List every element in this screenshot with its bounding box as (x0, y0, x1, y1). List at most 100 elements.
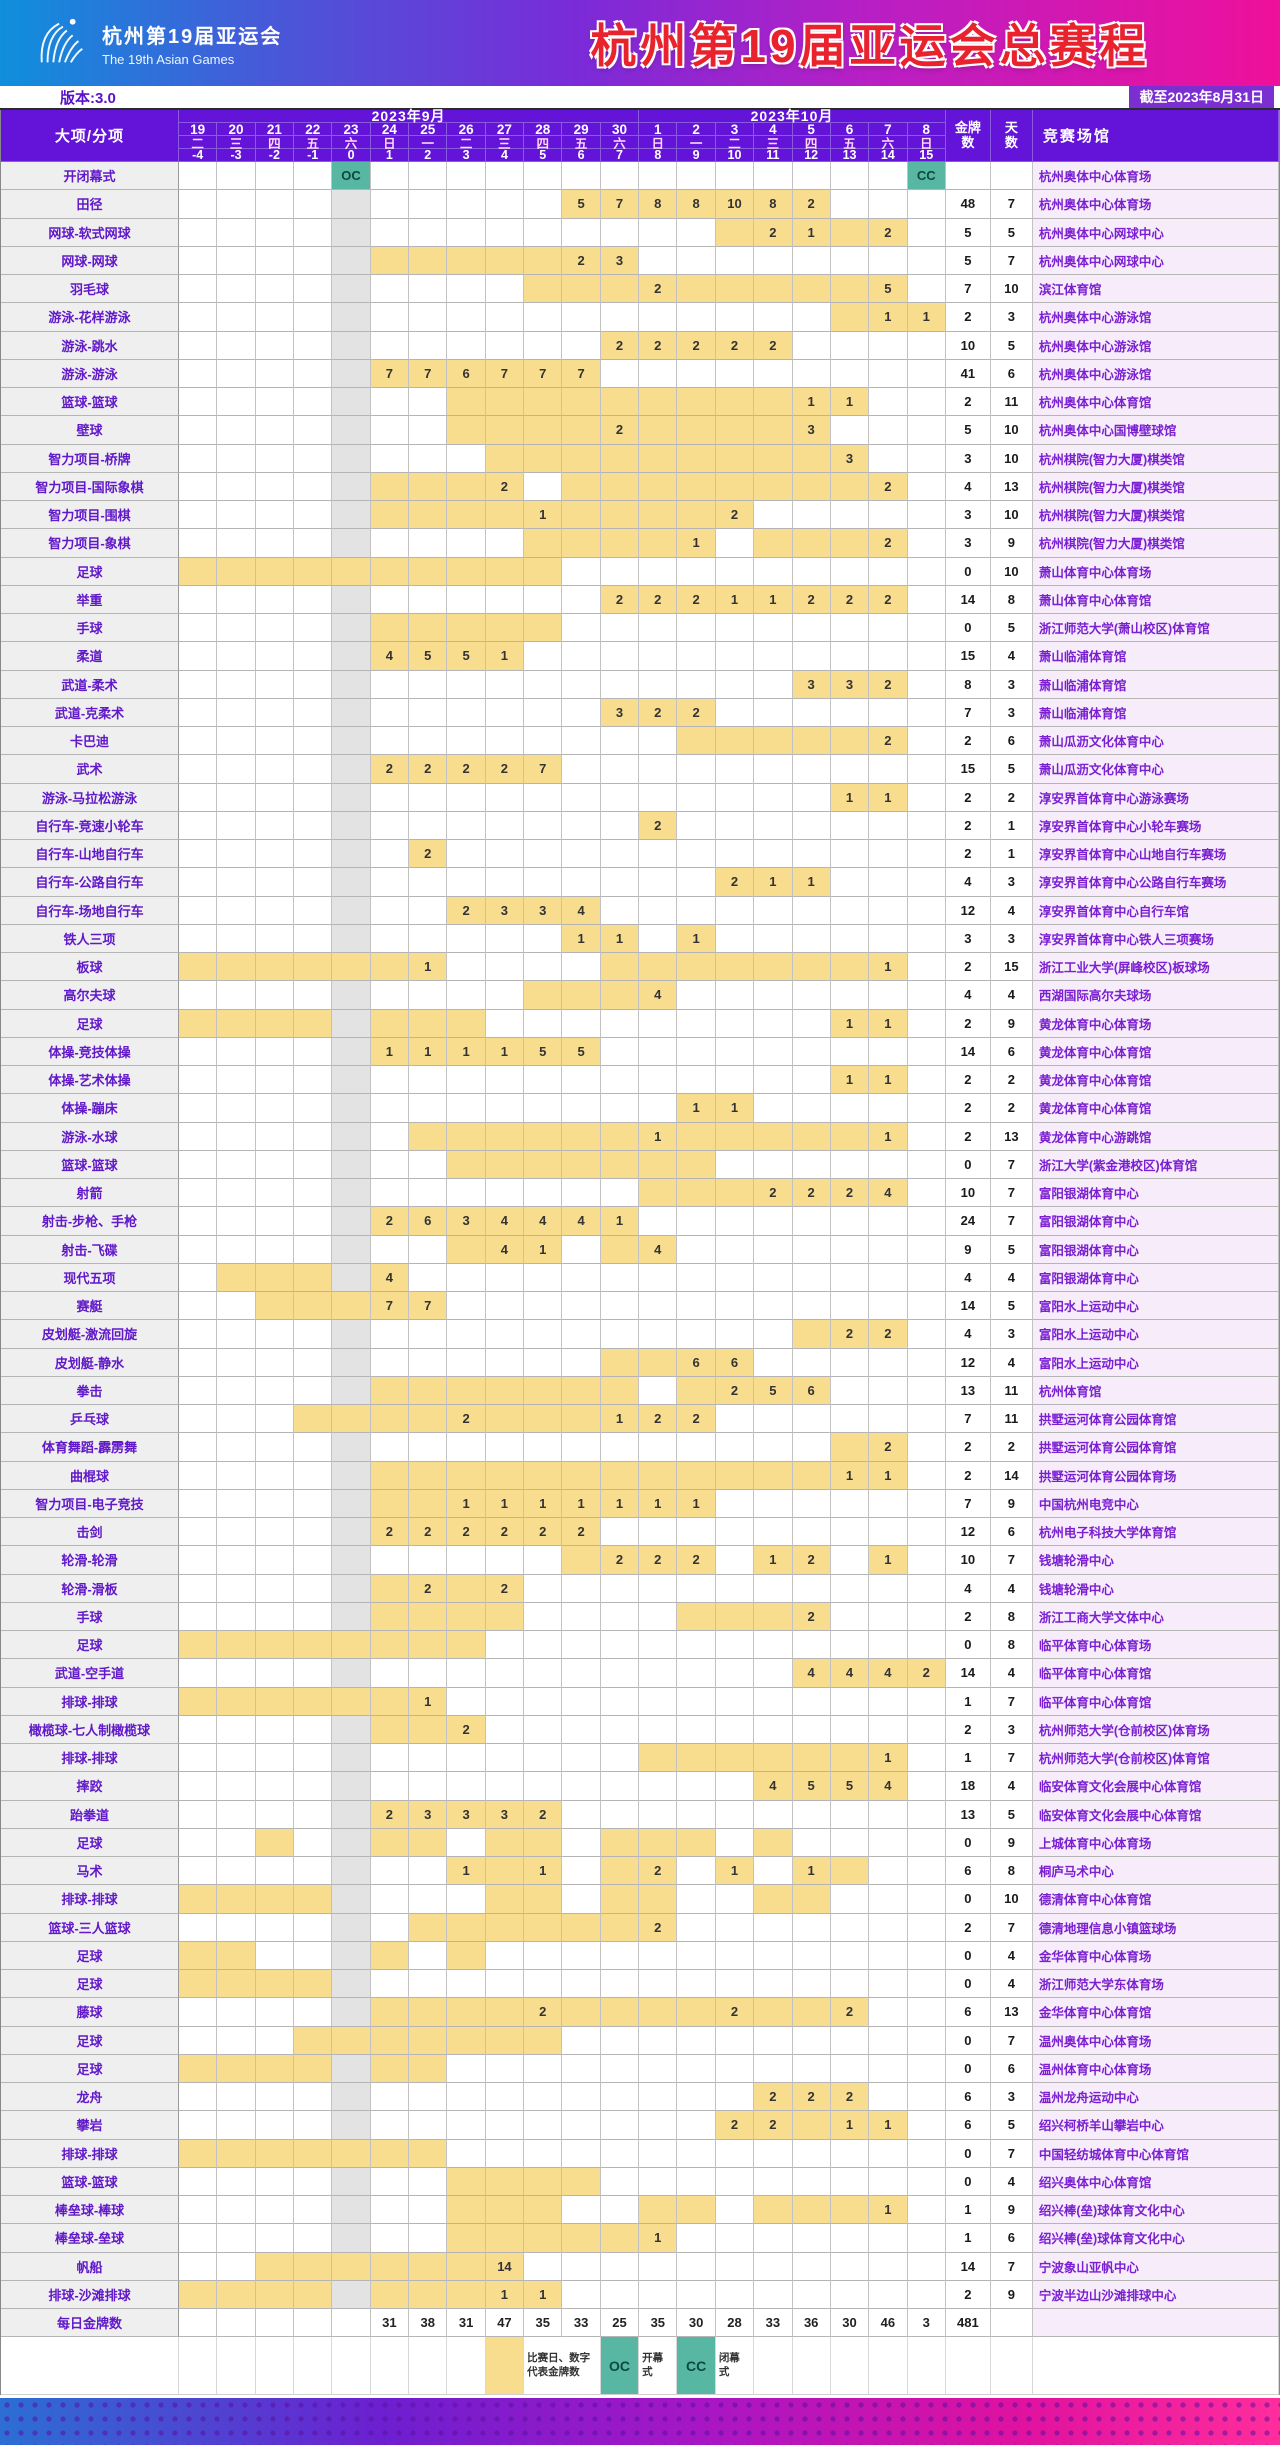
day-cell (754, 1094, 793, 1123)
day-cell: 7 (409, 1292, 448, 1321)
weekday-header: 六 (869, 136, 908, 151)
table-row: 武道-克柔术 3 2 2 7 3 萧山临浦体育馆 (1, 698, 1279, 727)
day-cell (677, 416, 716, 445)
day-cell (294, 1094, 333, 1123)
days-count: 5 (990, 1235, 1033, 1264)
day-cell (447, 1292, 486, 1321)
day-cell (869, 1574, 908, 1603)
day-cell (447, 2167, 486, 2196)
day-cell (294, 2224, 333, 2253)
day-cell (217, 1066, 256, 1095)
day-cell: 2 (447, 1715, 486, 1744)
gold-count: 2 (945, 953, 991, 982)
day-cell (600, 2167, 640, 2196)
day-cell (370, 303, 410, 332)
gold-count: 3 (945, 501, 991, 530)
day-cell (485, 1885, 525, 1914)
day-cell (754, 501, 793, 530)
days-count: 5 (990, 331, 1033, 360)
venue-name: 浙江师范大学(萧山校区)体育馆 (1032, 614, 1279, 643)
day-cell (179, 670, 218, 699)
day-cell (715, 444, 755, 473)
sport-name: 排球-排球 (1, 1687, 179, 1716)
sport-name: 足球 (1, 1828, 179, 1857)
gold-count: 4 (945, 868, 991, 897)
day-cell (830, 162, 870, 191)
day-cell (639, 1800, 678, 1829)
days-count: 3 (990, 698, 1033, 727)
day-cell (869, 1970, 908, 1999)
day-cell (255, 472, 295, 501)
day-cell (754, 162, 793, 191)
day-cell (370, 2224, 410, 2253)
venue-name: 杭州奥体中心游泳馆 (1032, 303, 1279, 332)
day-cell: 5 (562, 190, 601, 219)
venue-name: 中国杭州电竞中心 (1032, 1489, 1279, 1518)
days-count: 7 (990, 1744, 1033, 1773)
day-cell (332, 529, 371, 558)
day-cell (332, 614, 371, 643)
day-cell (715, 670, 755, 699)
day-cell (217, 303, 256, 332)
day-cell (907, 1376, 946, 1405)
venue-name: 浙江师范大学东体育场 (1032, 1970, 1279, 1999)
day-cell (754, 670, 793, 699)
day-cell (600, 275, 640, 304)
day-cell (485, 529, 525, 558)
venue-name: 中国轻纺城体育中心体育馆 (1032, 2139, 1279, 2168)
day-cell (830, 1348, 870, 1377)
sport-name: 马术 (1, 1857, 179, 1886)
day-cell (600, 388, 640, 417)
day-cell (562, 557, 601, 586)
day-cell: 2 (639, 1857, 678, 1886)
days-count: 3 (990, 303, 1033, 332)
day-cell (677, 557, 716, 586)
weekday-header: 三 (485, 136, 525, 151)
day-cell (332, 1885, 371, 1914)
day-cell (830, 896, 870, 925)
day-cell (255, 896, 295, 925)
day-cell (754, 755, 793, 784)
day-cell (600, 868, 640, 897)
day-cell (179, 501, 218, 530)
day-cell (370, 1998, 410, 2027)
day-cell (792, 981, 831, 1010)
venue-name: 富阳银湖体育中心 (1032, 1263, 1279, 1292)
day-cell (370, 1320, 410, 1349)
day-cell (332, 1292, 371, 1321)
day-cell (294, 444, 333, 473)
day-cell: 7 (485, 359, 525, 388)
day-cell (485, 1715, 525, 1744)
day-cell (255, 2054, 295, 2083)
day-cell (830, 1857, 870, 1886)
days-count: 10 (990, 501, 1033, 530)
day-cell (370, 472, 410, 501)
day-cell (294, 698, 333, 727)
day-cell (217, 557, 256, 586)
day-cell (485, 1687, 525, 1716)
legend-cc-swatch: CC (677, 2337, 716, 2396)
sport-name: 武术 (1, 755, 179, 784)
day-cell (562, 614, 601, 643)
day-cell (447, 1150, 486, 1179)
day-cell (869, 924, 908, 953)
table-row: 网球-网球 2 3 5 7 杭州奥体中心网球中心 (1, 246, 1279, 275)
day-cell: 1 (869, 2111, 908, 2140)
day-cell (255, 331, 295, 360)
day-cell (179, 1405, 218, 1434)
day-cell (830, 642, 870, 671)
day-cell (869, 868, 908, 897)
day-cell (294, 1348, 333, 1377)
daily-gold-value: 38 (409, 2309, 448, 2338)
day-cell: 6 (409, 1207, 448, 1236)
day-cell (562, 1066, 601, 1095)
day-cell (179, 1037, 218, 1066)
day-cell (907, 811, 946, 840)
day-cell (524, 670, 563, 699)
day-cell (562, 1631, 601, 1660)
day-cell (179, 1885, 218, 1914)
day-cell (830, 1433, 870, 1462)
day-cell (562, 1687, 601, 1716)
day-cell (715, 1207, 755, 1236)
day-cell (485, 190, 525, 219)
